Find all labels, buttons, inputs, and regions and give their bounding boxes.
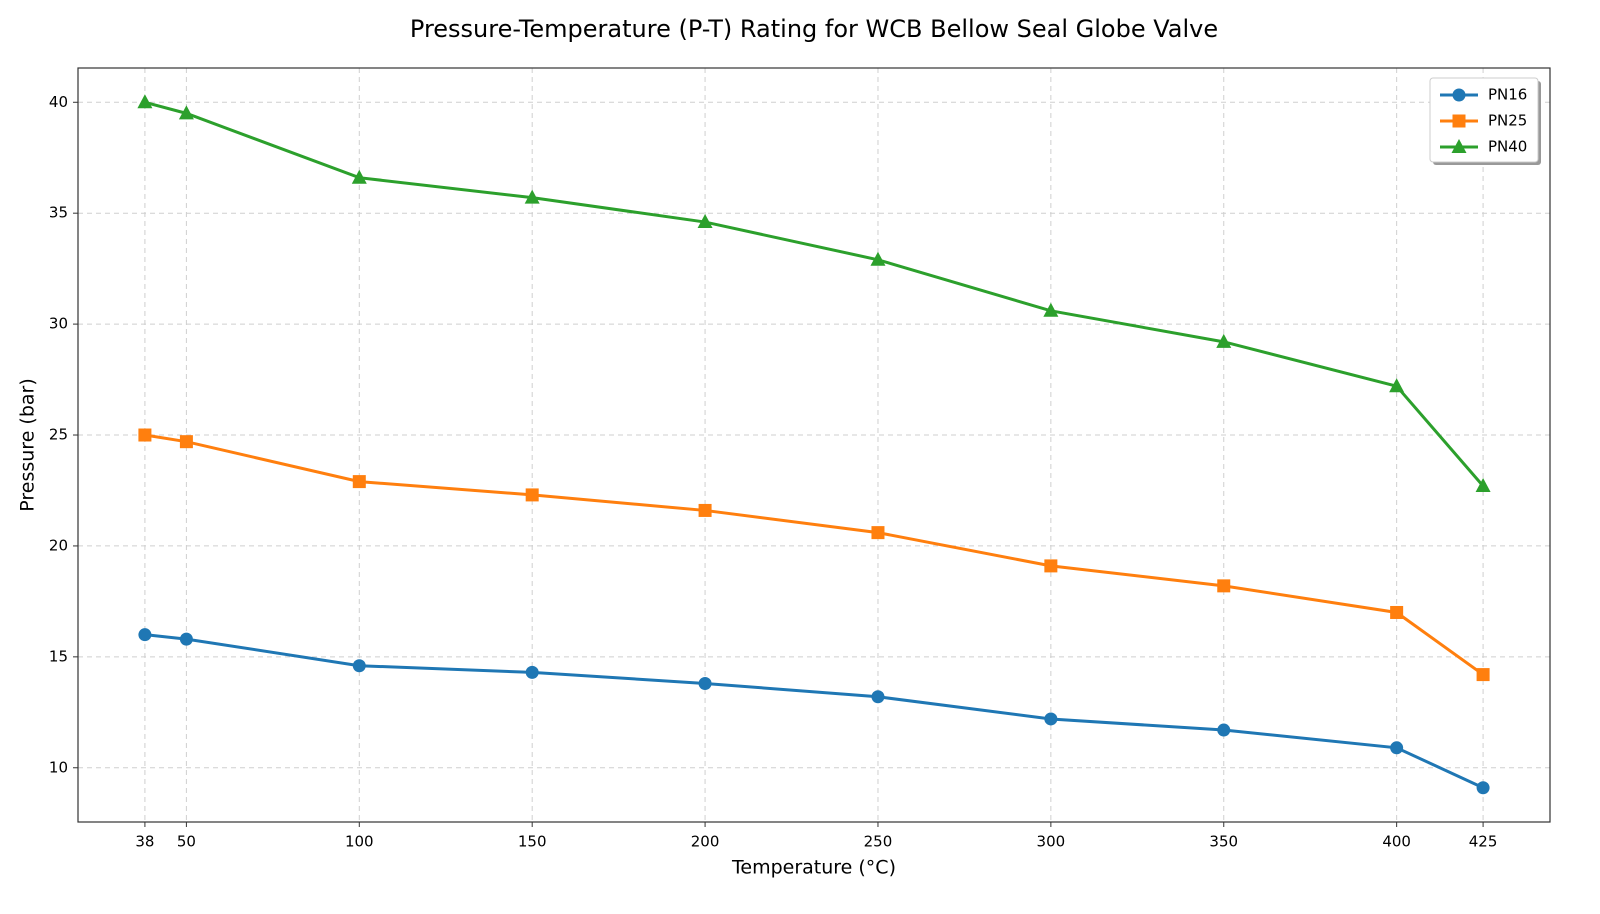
point bbox=[1043, 302, 1059, 317]
x-tick-label: 200 bbox=[691, 833, 720, 851]
point bbox=[352, 475, 366, 489]
x-tick-label: 425 bbox=[1469, 833, 1498, 851]
point bbox=[871, 690, 885, 704]
legend-label: PN25 bbox=[1488, 112, 1527, 130]
y-tick-label: 10 bbox=[49, 758, 68, 776]
legend-marker bbox=[1451, 139, 1467, 153]
legend-label: PN16 bbox=[1488, 86, 1527, 104]
point bbox=[1390, 605, 1404, 619]
point bbox=[179, 632, 193, 646]
point bbox=[1217, 579, 1231, 593]
y-axis-label: Pressure (bar) bbox=[17, 378, 39, 512]
point bbox=[1217, 723, 1231, 737]
x-tick-label: 100 bbox=[345, 833, 374, 851]
point bbox=[524, 189, 540, 204]
point bbox=[178, 105, 194, 120]
point bbox=[1216, 333, 1232, 348]
point bbox=[1476, 668, 1490, 682]
series-line bbox=[144, 433, 1484, 676]
point bbox=[698, 503, 712, 517]
point bbox=[871, 526, 885, 540]
y-tick-label: 35 bbox=[49, 204, 68, 222]
y-tick-label: 25 bbox=[49, 426, 68, 444]
legend-label: PN40 bbox=[1488, 138, 1527, 156]
x-tick-label: 38 bbox=[135, 833, 154, 851]
point bbox=[351, 169, 367, 184]
point bbox=[1476, 781, 1490, 795]
x-tick-label: 250 bbox=[864, 833, 893, 851]
x-tick-label: 400 bbox=[1382, 833, 1411, 851]
y-tick-label: 20 bbox=[49, 536, 68, 554]
point bbox=[525, 488, 539, 502]
series-line bbox=[144, 100, 1485, 488]
legend-marker bbox=[1452, 88, 1466, 102]
chart-title: Pressure-Temperature (P-T) Rating for WC… bbox=[410, 15, 1218, 43]
point bbox=[1044, 559, 1058, 573]
y-tick-label: 30 bbox=[49, 315, 68, 333]
y-tick-label: 40 bbox=[49, 93, 68, 111]
x-axis-label: Temperature (°C) bbox=[731, 857, 896, 879]
series-line bbox=[144, 633, 1484, 790]
point bbox=[1389, 378, 1405, 393]
x-tick-label: 300 bbox=[1037, 833, 1066, 851]
point bbox=[138, 428, 152, 442]
x-tick-label: 50 bbox=[177, 833, 196, 851]
point bbox=[1044, 712, 1058, 726]
point bbox=[698, 676, 712, 690]
point bbox=[138, 628, 152, 642]
legend-marker bbox=[1452, 114, 1466, 128]
x-tick-label: 350 bbox=[1209, 833, 1238, 851]
point bbox=[870, 251, 886, 266]
point bbox=[1475, 478, 1491, 493]
x-tick-label: 150 bbox=[518, 833, 547, 851]
point bbox=[137, 94, 153, 109]
point bbox=[1390, 741, 1404, 755]
plot-frame bbox=[77, 67, 1551, 823]
point bbox=[179, 435, 193, 449]
point bbox=[352, 659, 366, 673]
point bbox=[525, 665, 539, 679]
point bbox=[697, 214, 713, 229]
y-tick-label: 15 bbox=[49, 647, 68, 665]
